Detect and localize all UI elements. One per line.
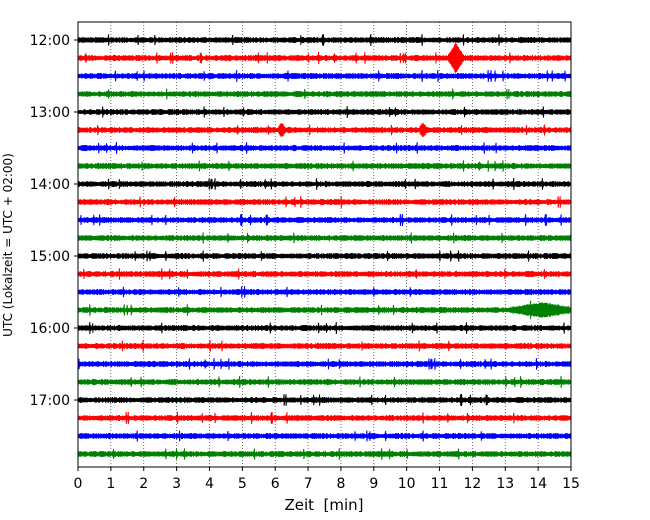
trace-1500 (77, 250, 572, 262)
x-tick-label: 1 (106, 476, 115, 492)
x-tick-label: 6 (271, 476, 280, 492)
x-tick-label: 4 (205, 476, 214, 492)
y-axis: 12:00 13:00 14:00 15:00 16:00 17:00 (30, 33, 78, 409)
x-tick-label: 10 (398, 476, 416, 492)
y-tick-label: 17:00 (30, 393, 70, 409)
trace-1200 (77, 34, 572, 46)
y-axis-label: UTC (Lokalzeit = UTC + 02:00) (1, 153, 15, 337)
y-tick-label: 13:00 (30, 105, 70, 121)
trace-1715 (77, 411, 572, 425)
trace-1445 (77, 232, 572, 244)
trace-1745 (77, 448, 572, 460)
trace-1730 (77, 430, 572, 442)
grid-lines (110, 22, 539, 467)
x-axis: 0 1 2 3 4 5 6 7 8 9 10 11 12 13 14 15 (74, 467, 580, 492)
y-tick-label: 15:00 (30, 249, 70, 265)
y-tick-label: 12:00 (30, 33, 70, 49)
x-tick-label: 15 (562, 476, 580, 492)
trace-1515 (77, 268, 572, 280)
trace-1330 (77, 142, 572, 154)
plot-frame (77, 21, 572, 468)
seismic-traces (77, 34, 572, 460)
trace-1400 (77, 177, 572, 191)
x-tick-label: 11 (431, 476, 449, 492)
x-tick-label: 5 (238, 476, 247, 492)
trace-1615 (77, 340, 572, 352)
y-tick-label: 16:00 (30, 321, 70, 337)
trace-1430 (77, 213, 572, 227)
x-tick-label: 12 (463, 476, 481, 492)
trace-1600 (77, 322, 572, 334)
trace-1530 (77, 286, 572, 298)
trace-1645 (77, 375, 572, 389)
trace-1300 (77, 106, 572, 118)
x-tick-label: 7 (304, 476, 313, 492)
trace-1245 (77, 88, 572, 100)
trace-1545 (77, 300, 572, 320)
x-axis-label: Zeit [min] (284, 496, 363, 514)
x-tick-label: 14 (529, 476, 547, 492)
trace-1230 (77, 69, 572, 83)
x-tick-label: 9 (369, 476, 378, 492)
trace-1215 (77, 43, 572, 73)
y-tick-label: 14:00 (30, 177, 70, 193)
trace-1345 (77, 160, 572, 172)
trace-1630 (77, 358, 572, 370)
x-tick-label: 8 (336, 476, 345, 492)
x-tick-label: 2 (139, 476, 148, 492)
trace-1415 (77, 196, 572, 208)
x-tick-label: 0 (74, 476, 83, 492)
trace-1700 (77, 393, 572, 407)
x-tick-label: 3 (172, 476, 181, 492)
x-tick-label: 13 (496, 476, 514, 492)
trace-1315 (77, 122, 572, 138)
